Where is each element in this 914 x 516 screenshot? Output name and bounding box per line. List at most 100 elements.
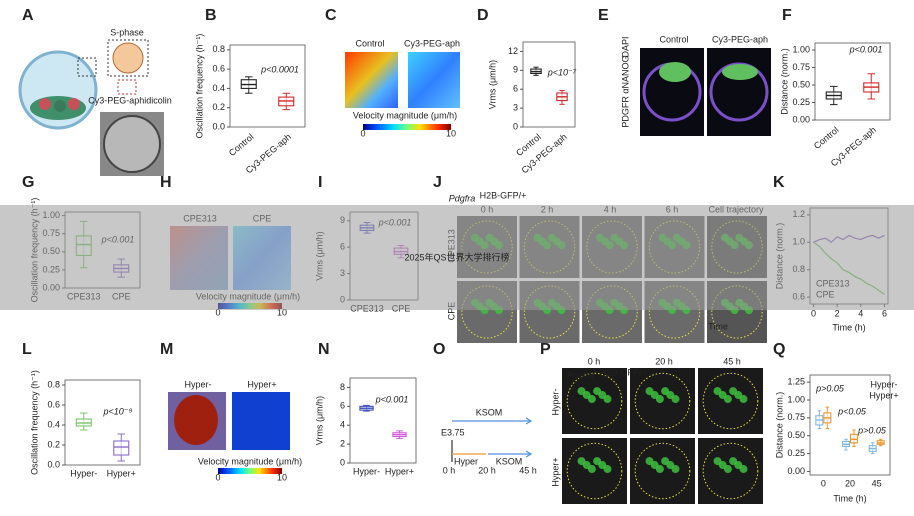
panel-letter: E [598, 7, 609, 24]
label: E3.75 [441, 427, 465, 437]
panel-letter: L [22, 341, 32, 358]
y-tick-label: 0.75 [792, 62, 810, 72]
y-tick-label: 0.6 [47, 399, 60, 409]
annotation: p<10⁻⁷ [547, 67, 577, 77]
label: Control [659, 34, 688, 44]
nucleus [739, 465, 748, 474]
embryo-sketch [18, 39, 164, 176]
y-tick-label: 0.0 [212, 121, 225, 131]
outline [566, 372, 623, 430]
label: Cy3-PEG-aph [404, 38, 460, 48]
label: Hyper- [184, 379, 211, 389]
annotation: p<10⁻⁹ [102, 406, 132, 416]
y-tick-label: 0 [340, 457, 345, 467]
watermark-band [0, 205, 914, 310]
label: Hyper [454, 456, 478, 466]
y-tick-label: 0.75 [787, 412, 805, 422]
y-tick-label: 1.00 [792, 44, 810, 54]
label: NANOG [620, 55, 630, 88]
label: 0 h [588, 356, 601, 366]
nucleus [723, 395, 732, 404]
outline [566, 442, 623, 500]
outline [634, 372, 691, 430]
colorbar [218, 468, 282, 474]
x-tick-label: 45 [872, 478, 882, 488]
y-tick-label: 9 [513, 65, 518, 75]
label: S-phase [110, 27, 144, 37]
colorbar [363, 124, 451, 130]
annotation: p<0.001 [375, 394, 409, 404]
label: Velocity magnitude (μm/h) [353, 110, 457, 120]
panel-letter: C [325, 7, 337, 24]
nucleus [739, 395, 748, 404]
y-tick-label: 6 [513, 84, 518, 94]
label: Time [708, 321, 728, 331]
label: 20 h [655, 356, 673, 366]
x-tick-label: 6 [882, 308, 887, 318]
label: Pdgfra [449, 193, 476, 203]
label: Pdgfra [567, 370, 594, 380]
plot-frame [229, 44, 306, 128]
nucleus [603, 465, 612, 474]
nucleus [655, 465, 664, 474]
colorbar-tick-label: 10 [446, 128, 456, 138]
nucleus [587, 465, 596, 474]
panel-letter: I [318, 174, 322, 191]
plot-frame [814, 42, 891, 121]
nucleus [723, 465, 732, 474]
colorbar-tick-label: 0 [215, 307, 220, 317]
y-tick-label: 4 [340, 420, 345, 430]
y-tick-label: 8 [340, 382, 345, 392]
annotation: p>0.05 [857, 425, 887, 435]
annotation: p<0.001 [849, 44, 883, 54]
y-tick-label: 0.4 [47, 419, 60, 429]
y-tick-label: 2 [340, 438, 345, 448]
plot-frame [349, 377, 417, 464]
y-tick-label: 1.00 [787, 394, 805, 404]
nucleus [603, 395, 612, 404]
x-tick-label: Control [227, 132, 256, 158]
heatmap [345, 52, 398, 108]
y-tick-label: 0.2 [47, 439, 60, 449]
panel-letter: B [205, 7, 217, 24]
panel-letter: Q [773, 341, 785, 358]
x-tick-label: 20 [845, 478, 855, 488]
label: 45 h [519, 465, 537, 475]
plot-frame [809, 374, 891, 476]
y-tick-label: 0.8 [212, 44, 225, 54]
y-tick-label: 0.25 [787, 448, 805, 458]
label: Control [355, 38, 384, 48]
x-tick-label: 4 [858, 308, 863, 318]
x-tick-label: Cy3-PEG-aph [519, 132, 568, 176]
x-tick-label: 0 [811, 308, 816, 318]
outline [634, 442, 691, 500]
y-tick-label: 0.00 [792, 114, 810, 124]
panel-letter: F [782, 7, 792, 24]
label: PDGFR α [620, 88, 630, 127]
annotation: p<0.05 [837, 406, 867, 416]
watermark: 2025年QS世界大学排行榜 [404, 251, 509, 262]
colorbar-tick-label: 10 [277, 307, 287, 317]
nucleus [671, 465, 680, 474]
annotation: p<0.0001 [260, 64, 299, 74]
y-tick-label: 0.25 [792, 97, 810, 107]
panel-letter: O [433, 341, 445, 358]
y-tick-label: 0.6 [212, 63, 225, 73]
image [640, 48, 704, 136]
label: Cy3-PEG-aph [712, 34, 768, 44]
label: Hyper+ [247, 379, 276, 389]
label: KSOM [496, 456, 523, 466]
panel-letter: G [22, 174, 34, 191]
heatmap [232, 392, 290, 450]
panel-letter: K [773, 174, 785, 191]
label: H2B-GFP/+ [480, 190, 527, 200]
y-axis-label: Oscillation frequency (h⁻¹) [194, 34, 204, 139]
legend-entry: Hyper+ [869, 390, 898, 400]
y-tick-label: 6 [340, 401, 345, 411]
legend-entry: Hyper- [870, 379, 897, 389]
y-tick-label: 0.50 [787, 430, 805, 440]
y-tick-label: 0 [513, 121, 518, 131]
label: Cy3-PEG-aphidicolin [88, 95, 172, 105]
panel-letter: P [540, 341, 551, 358]
